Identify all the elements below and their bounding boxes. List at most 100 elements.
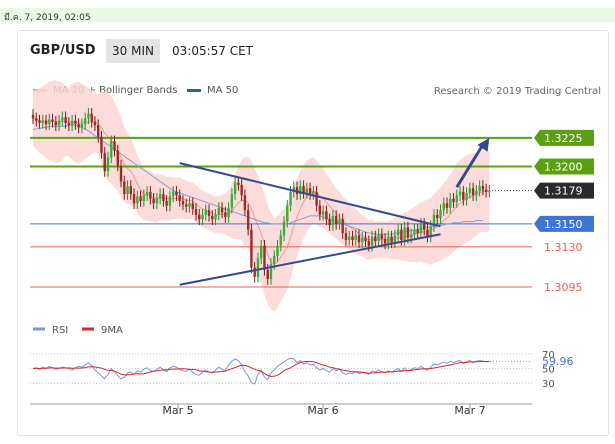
candle xyxy=(390,230,393,249)
candle-body xyxy=(211,215,214,220)
candle-body xyxy=(465,192,468,200)
candle xyxy=(168,190,172,212)
candle-body xyxy=(357,235,361,243)
candle xyxy=(129,180,132,200)
candle xyxy=(357,229,361,249)
candle-body xyxy=(351,236,354,240)
candle xyxy=(348,230,351,246)
candle xyxy=(374,230,377,247)
candle-body xyxy=(230,194,234,208)
candle xyxy=(416,223,419,239)
timestamp: มี.ค. 7, 2019, 02:05 xyxy=(4,13,91,23)
candle-body xyxy=(286,205,289,222)
candle xyxy=(54,116,58,131)
candle-body xyxy=(100,136,103,153)
price-tag-label: 1.3150 xyxy=(544,218,583,231)
candle-body xyxy=(181,200,185,205)
price-tag-1.3179: 1.3179 xyxy=(534,182,594,199)
research-credit: Research © 2019 Trading Central xyxy=(433,86,601,97)
candle-body xyxy=(149,191,152,199)
candle-body xyxy=(266,269,269,280)
candle xyxy=(321,205,325,221)
candle xyxy=(77,118,80,134)
candle-body xyxy=(185,204,188,207)
candle-body xyxy=(263,245,266,270)
candle xyxy=(230,188,234,214)
candle-body xyxy=(387,236,390,244)
forecast-arrow-head xyxy=(477,137,490,152)
candle xyxy=(113,135,116,157)
candle-body xyxy=(93,121,97,126)
candle-body xyxy=(246,210,250,230)
candle xyxy=(83,112,87,130)
candle xyxy=(158,188,162,205)
candle-body xyxy=(436,214,439,219)
candle-body xyxy=(416,229,419,234)
candle-body xyxy=(188,203,191,207)
candle xyxy=(413,223,416,240)
candle xyxy=(299,180,302,200)
candle-body xyxy=(478,186,481,191)
rsi-legend: RSI 9MA xyxy=(33,325,123,336)
candle-body xyxy=(158,194,162,199)
candle xyxy=(31,109,35,125)
candle-body xyxy=(484,189,488,192)
candle xyxy=(188,197,191,213)
candle-body xyxy=(445,203,449,208)
candle xyxy=(286,199,289,228)
candle-body xyxy=(220,207,224,213)
candle xyxy=(132,188,136,210)
candle-body xyxy=(145,191,149,196)
candle-body xyxy=(217,207,221,215)
candle xyxy=(312,186,315,200)
candle xyxy=(377,228,380,247)
candle xyxy=(462,186,465,206)
candle-body xyxy=(374,236,377,242)
candle-body xyxy=(302,186,305,193)
price-tag-bg xyxy=(534,129,594,146)
candle-body xyxy=(77,124,80,128)
candle xyxy=(194,203,198,221)
candle-body xyxy=(403,227,406,240)
timestamp-bar xyxy=(0,8,615,22)
price-tag-label: 1.3130 xyxy=(544,241,583,254)
candle xyxy=(110,135,113,164)
candle xyxy=(387,230,390,250)
candle-body xyxy=(260,245,263,259)
candle-body xyxy=(191,203,194,210)
candle-body xyxy=(426,229,429,237)
triangle-lower-line xyxy=(179,233,441,286)
candle xyxy=(237,176,240,191)
bollinger-band xyxy=(33,80,490,312)
candle-body xyxy=(129,186,132,195)
price-tag-bg xyxy=(534,215,594,232)
price-tag-label: 1.3179 xyxy=(544,185,583,198)
rsi-tick-50: 50 xyxy=(542,365,555,376)
candle-body xyxy=(318,205,322,215)
candle xyxy=(61,111,64,127)
candle xyxy=(341,213,344,239)
candle-body xyxy=(432,214,436,227)
candle xyxy=(481,180,485,196)
candle xyxy=(136,190,139,210)
candle-body xyxy=(90,113,93,122)
candle-body xyxy=(155,198,159,204)
candle-body xyxy=(458,191,462,196)
candle xyxy=(185,198,188,213)
candle-body xyxy=(80,124,84,128)
candle-body xyxy=(299,186,302,195)
candle xyxy=(48,113,51,130)
candle-body xyxy=(162,194,165,201)
candle xyxy=(145,186,149,201)
candle-body xyxy=(276,245,279,257)
candle-body xyxy=(331,215,335,226)
candle xyxy=(465,187,468,206)
candle xyxy=(468,182,472,199)
price-tag-1.3130: 1.3130 xyxy=(544,241,583,254)
candle xyxy=(100,130,103,159)
candle-body xyxy=(315,191,318,206)
candle-body xyxy=(106,157,110,172)
candle-body xyxy=(423,223,426,230)
candle xyxy=(455,189,458,208)
